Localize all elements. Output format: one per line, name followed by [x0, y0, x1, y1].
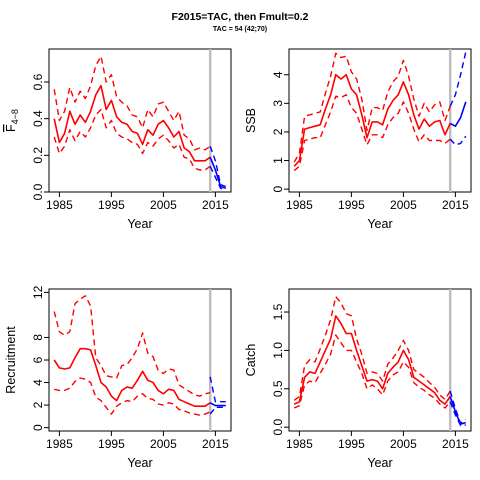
projection-upper-bound-line	[209, 145, 227, 188]
y-tick-label: 0.0	[31, 183, 45, 200]
projection-estimate-line	[209, 156, 227, 190]
x-axis-label: Year	[127, 456, 152, 470]
figure-subtitle: TAC = 54 (42;70)	[213, 26, 267, 33]
historic-lower-bound-line	[293, 334, 451, 409]
x-tick-label: 2005	[390, 437, 417, 451]
x-tick-label: 1995	[98, 198, 125, 212]
x-tick-label: 1985	[46, 198, 73, 212]
historic-upper-bound-line	[293, 296, 451, 401]
x-tick-label: 1995	[338, 437, 365, 451]
y-tick-label: 1.5	[271, 303, 285, 320]
panel-catch: 1985 1995 2005 2015 0.0 0.5 1.0 1.5 Year Catch	[244, 288, 472, 470]
historic-estimate-line	[293, 73, 451, 167]
projection-lower-bound-line	[449, 401, 466, 427]
historic-lower-bound-line	[293, 94, 451, 172]
x-tick-label: 2015	[442, 437, 469, 451]
x-tick-label: 2015	[202, 437, 229, 451]
historic-upper-bound-line	[53, 295, 211, 397]
x-axis-label: Year	[367, 456, 392, 470]
historic-estimate-line	[293, 315, 451, 405]
x-tick-label: 1995	[98, 437, 125, 451]
y-tick-label: 3	[271, 100, 285, 107]
x-tick-label: 1985	[286, 437, 313, 451]
figure-title: F2015=TAC, then Fmult=0.2	[172, 11, 309, 23]
x-tick-label: 2015	[202, 198, 229, 212]
y-tick-label: 0.6	[31, 73, 45, 90]
plot-frame	[288, 48, 472, 193]
y-tick-label: 0.2	[31, 147, 45, 164]
x-tick-label: 2005	[150, 437, 177, 451]
y-tick-label: 2	[31, 401, 45, 408]
plot-frame	[288, 288, 472, 432]
y-tick-label: 0	[31, 424, 45, 431]
y-axis-label-subscript: 4−8	[10, 109, 20, 124]
projection-upper-bound-line	[449, 51, 467, 107]
historic-upper-bound-line	[293, 52, 451, 163]
historic-lower-bound-line	[53, 108, 211, 171]
y-axis-label: F4−8	[4, 109, 20, 132]
y-tick-label: 0.5	[271, 380, 285, 397]
plot-frame	[48, 48, 232, 193]
y-tick-label: 1	[271, 157, 285, 164]
projection-estimate-line	[449, 101, 467, 127]
y-tick-label: 4	[271, 71, 285, 78]
historic-estimate-line	[53, 347, 211, 408]
projection-lower-bound-line	[449, 135, 467, 146]
y-axis-label-main: F	[4, 124, 18, 132]
panel-fbar: 1985 1995 2005 2015 0.0 0.2 0.4 0.6 Year F4−8	[4, 48, 232, 231]
x-tick-label: 2015	[442, 198, 469, 212]
x-axis-label: Year	[367, 217, 392, 231]
x-tick-label: 2005	[150, 198, 177, 212]
historic-lower-bound-line	[54, 377, 211, 416]
x-tick-label: 1985	[286, 198, 313, 212]
y-tick-label: 6	[31, 356, 45, 363]
projection-lower-bound-line	[209, 406, 226, 415]
y-axis-label: Catch	[244, 344, 258, 377]
panel-ssb: 1985 1995 2005 2015 0 1 2 3 4 Year SSB	[244, 48, 472, 231]
y-tick-label: 8	[31, 334, 45, 341]
projection-estimate-line	[209, 402, 226, 407]
y-axis-label: Recruitment	[4, 326, 18, 394]
y-axis-label: SSB	[244, 108, 258, 133]
y-tick-label: 0.0	[271, 418, 285, 435]
x-tick-label: 1985	[46, 437, 73, 451]
y-tick-label: 4	[31, 379, 45, 386]
panel-recruitment: 1985 1995 2005 2015 0 2 4 6 8 12 Year Recruitment	[4, 285, 232, 470]
y-tick-label: 0	[271, 185, 285, 192]
x-axis-label: Year	[127, 217, 152, 231]
x-tick-label: 1995	[338, 198, 365, 212]
y-tick-label: 0.4	[31, 110, 45, 127]
y-tick-label: 2	[271, 128, 285, 135]
projection-upper-bound-line	[209, 376, 226, 403]
historic-upper-bound-line	[53, 55, 211, 151]
historic-estimate-line	[53, 84, 211, 162]
y-tick-label: 1.0	[271, 342, 285, 359]
x-tick-label: 2005	[390, 198, 417, 212]
y-tick-label: 12	[31, 285, 45, 299]
plot-frame	[48, 288, 232, 432]
projection-estimate-line	[449, 396, 467, 425]
